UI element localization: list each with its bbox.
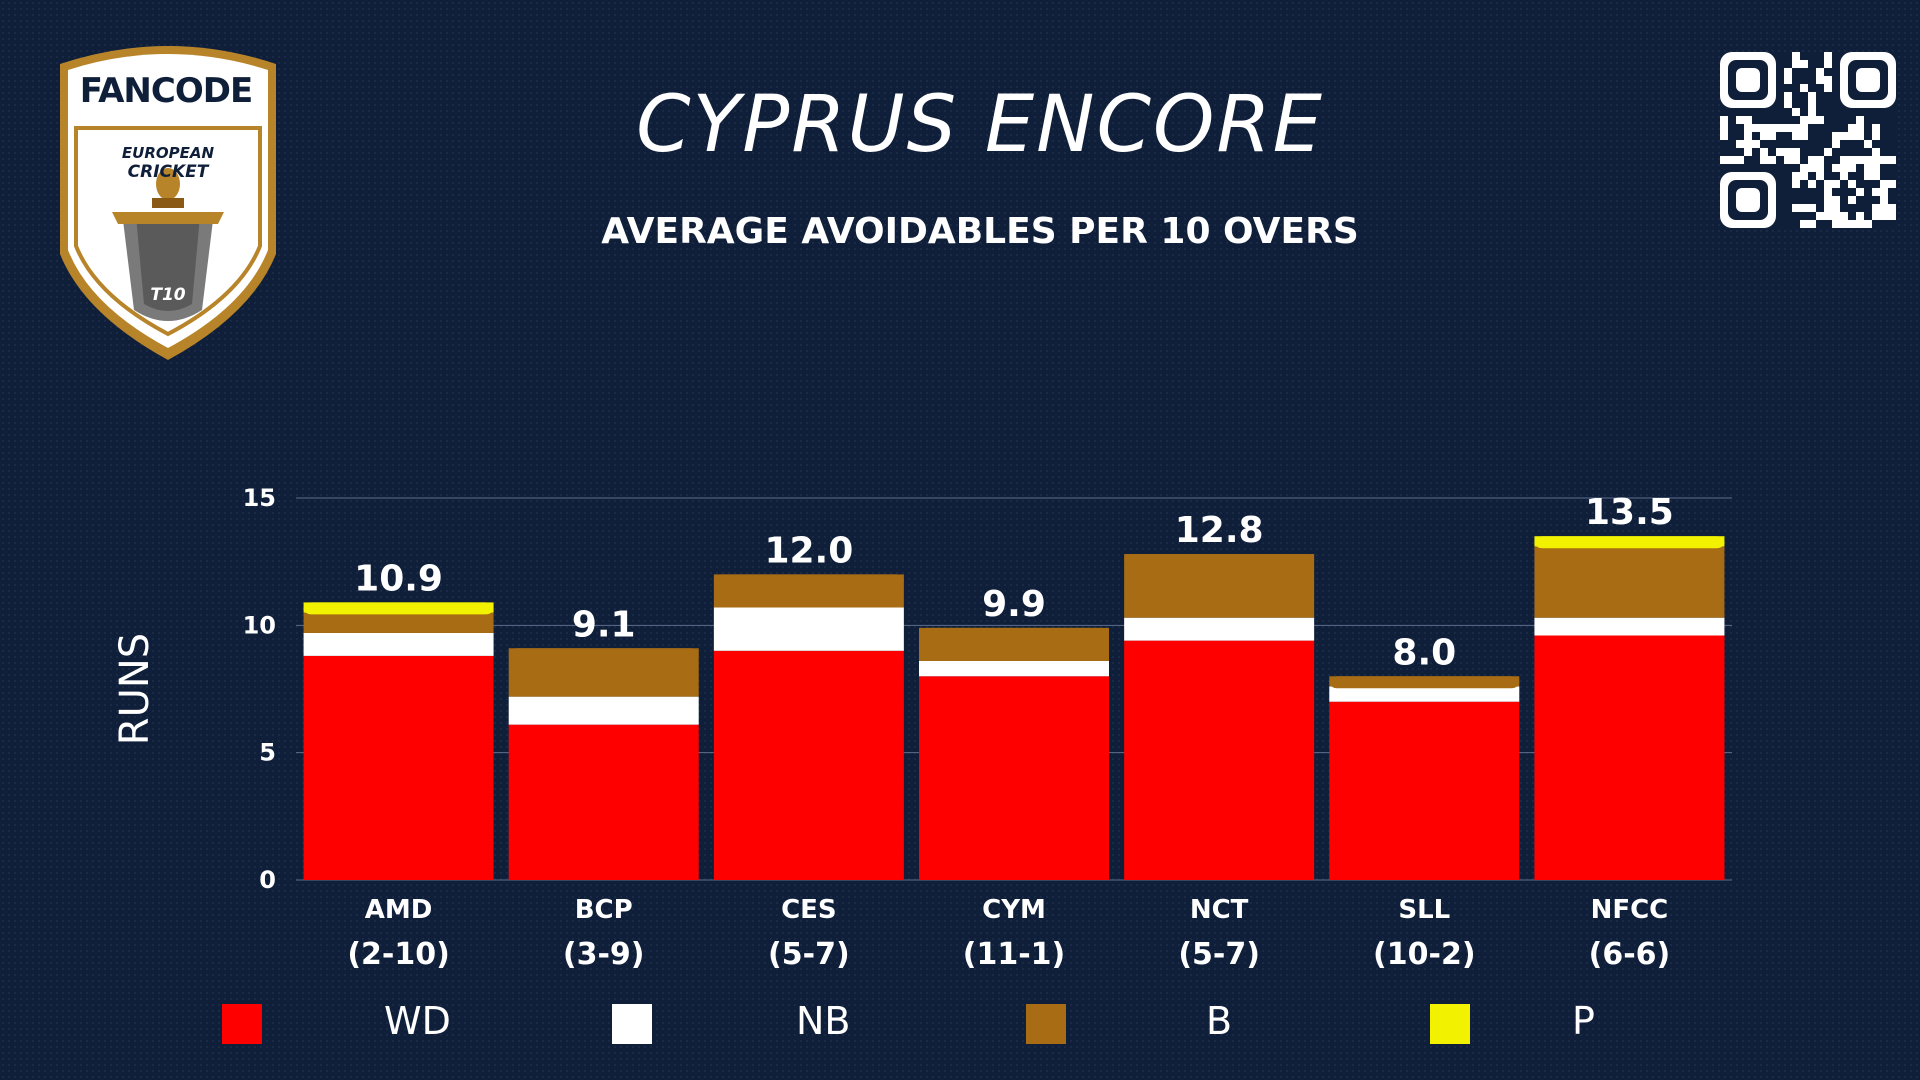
bar-segment-wd — [303, 655, 494, 880]
bar-segment-wd — [713, 650, 904, 880]
bar-segment-nb — [1124, 617, 1315, 641]
bar-segment-b — [1534, 546, 1725, 618]
bar-segment-wd — [1329, 701, 1520, 880]
bar-cap — [1534, 536, 1725, 549]
fancode-ecs-logo: FANCODE EUROPEAN CRICKET T10 — [52, 34, 284, 364]
bar-stack-amd — [303, 602, 494, 880]
total-label: 9.1 — [572, 604, 636, 645]
bar-cap — [508, 648, 699, 661]
bar-cap — [303, 602, 494, 615]
bar-stack-cym — [919, 627, 1109, 880]
total-label: 12.0 — [764, 530, 853, 571]
bar-segment-nb — [508, 696, 699, 725]
x-tick-label: CES — [781, 895, 837, 925]
qr-code-graphic — [1720, 52, 1896, 228]
x-tick-record: (5-7) — [1178, 937, 1260, 972]
chart-legend: WD NB B P — [0, 990, 1920, 1050]
bar-segment-wd — [1534, 635, 1725, 880]
bar-cap — [919, 627, 1109, 640]
legend-label-p: P — [1572, 999, 1595, 1043]
x-tick-record: (6-6) — [1589, 937, 1671, 972]
y-tick-label: 15 — [243, 484, 276, 512]
bar-segment-wd — [919, 676, 1109, 880]
logo-line2: CRICKET — [128, 162, 210, 182]
bars — [303, 536, 1725, 880]
x-tick-record: (5-7) — [768, 937, 850, 972]
total-label: 10.9 — [354, 558, 443, 599]
legend-label-b: B — [1206, 999, 1233, 1043]
x-tick-label: AMD — [365, 895, 433, 925]
legend-swatch-wd — [222, 1004, 262, 1044]
x-tick-label: NFCC — [1591, 895, 1669, 925]
x-tick-record: (3-9) — [563, 937, 645, 972]
bar-cap — [1329, 676, 1520, 689]
legend-swatch-b — [1026, 1004, 1066, 1044]
y-axis-label: RUNS — [112, 633, 158, 745]
logo-badge: T10 — [150, 285, 185, 305]
bar-segment-nb — [1329, 686, 1520, 702]
legend-label-nb: NB — [796, 999, 851, 1043]
x-tick-record: (10-2) — [1373, 937, 1476, 972]
page-title: CYPRUS ENCORE — [636, 80, 1324, 170]
total-label: 13.5 — [1585, 492, 1674, 533]
y-axis-ticks: 0 5 10 15 — [243, 484, 276, 894]
bar-segment-b — [303, 612, 494, 633]
bar-segment-nb — [1534, 617, 1725, 636]
bar-stack-nfcc — [1534, 536, 1725, 880]
bar-stack-nct — [1124, 554, 1315, 880]
bar-cap — [713, 574, 904, 587]
x-tick-record: (2-10) — [347, 937, 450, 972]
x-tick-label: SLL — [1398, 895, 1450, 925]
bar-stack-bcp — [508, 648, 699, 880]
y-tick-label: 5 — [259, 739, 276, 767]
qr-code-icon — [1720, 52, 1896, 228]
y-tick-label: 0 — [259, 866, 276, 894]
bar-stack-ces — [713, 574, 904, 880]
bar-segment-wd — [1124, 640, 1315, 880]
legend-swatch-nb — [612, 1004, 652, 1044]
page-subtitle: AVERAGE AVOIDABLES PER 10 OVERS — [601, 211, 1359, 252]
legend-label-wd: WD — [384, 999, 451, 1043]
bar-segment-wd — [508, 724, 699, 880]
total-label: 8.0 — [1392, 632, 1456, 673]
bar-segment-nb — [713, 607, 904, 651]
total-label: 9.9 — [982, 584, 1046, 625]
bar-segment-nb — [303, 632, 494, 656]
x-axis-ticks: AMD (2-10) BCP (3-9) CES (5-7) CYM (11-1) NCT (5-… — [347, 895, 1670, 972]
x-tick-label: BCP — [575, 895, 633, 925]
total-labels: 10.9 9.1 12.0 9.9 12.8 8.0 13.5 — [354, 492, 1674, 673]
bar-segment-nb — [919, 660, 1109, 677]
logo-line1: EUROPEAN — [122, 144, 215, 162]
legend-swatch-p — [1430, 1004, 1470, 1044]
logo-brand: FANCODE — [80, 71, 252, 111]
x-tick-label: CYM — [982, 895, 1046, 925]
bar-stack-sll — [1329, 676, 1520, 880]
x-tick-label: NCT — [1190, 895, 1249, 925]
y-tick-label: 10 — [243, 611, 276, 639]
total-label: 12.8 — [1175, 510, 1264, 551]
bar-cap — [1124, 554, 1315, 567]
shield-logo-icon: FANCODE EUROPEAN CRICKET T10 — [60, 46, 276, 360]
x-tick-record: (11-1) — [963, 937, 1066, 972]
